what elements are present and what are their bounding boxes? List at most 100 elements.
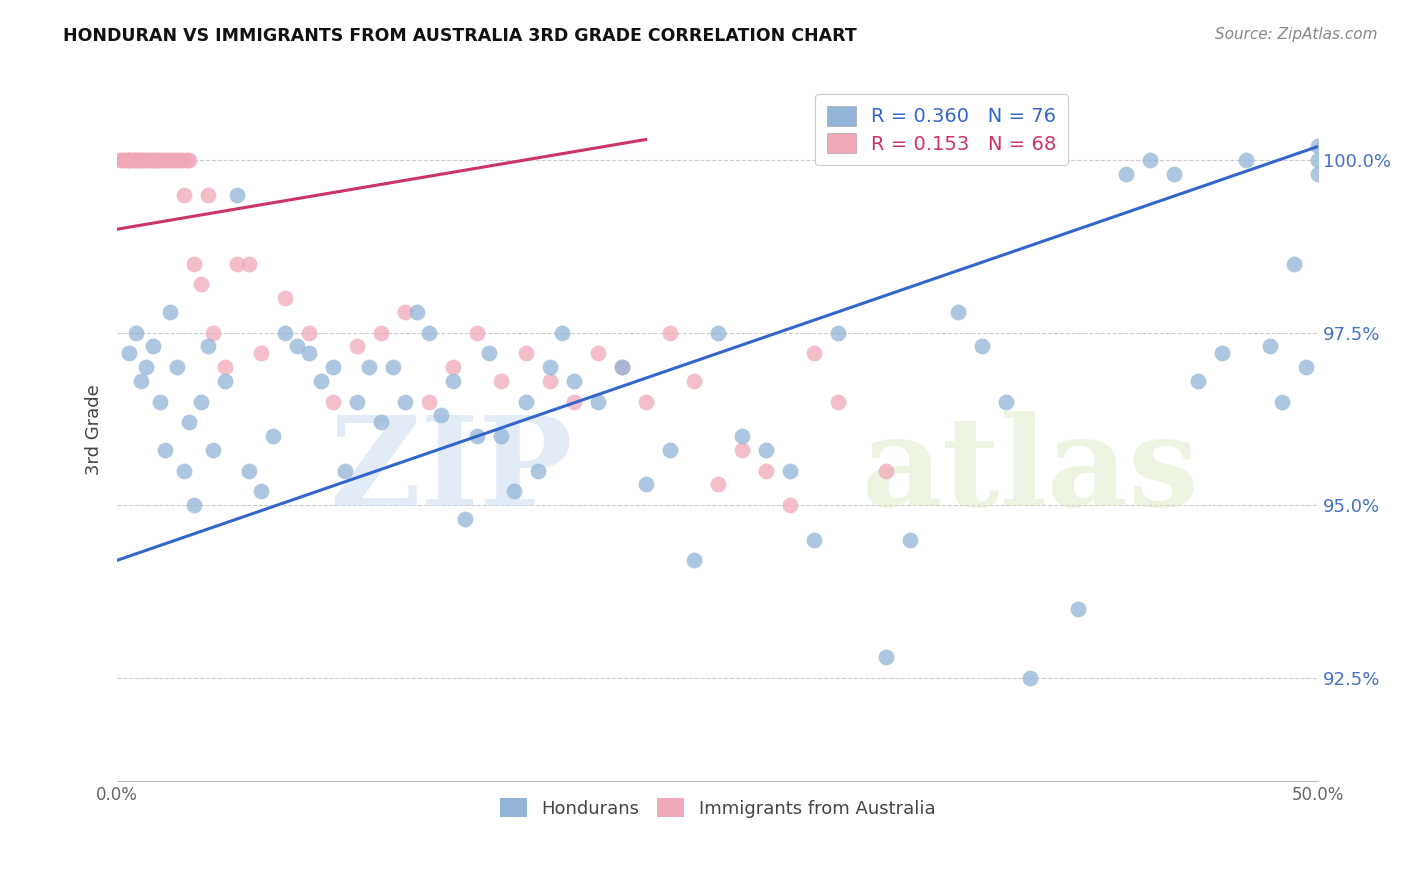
Point bbox=[149, 394, 172, 409]
Point bbox=[152, 153, 174, 168]
Point bbox=[1295, 360, 1317, 375]
Point bbox=[176, 153, 198, 168]
Point bbox=[454, 512, 477, 526]
Point bbox=[129, 153, 152, 168]
Point bbox=[1067, 601, 1090, 615]
Point bbox=[142, 339, 165, 353]
Point bbox=[132, 153, 155, 168]
Point bbox=[682, 553, 704, 567]
Point bbox=[898, 533, 921, 547]
Point bbox=[346, 339, 368, 353]
Text: atlas: atlas bbox=[862, 411, 1199, 532]
Point bbox=[139, 153, 162, 168]
Point bbox=[491, 374, 513, 388]
Point bbox=[586, 346, 609, 360]
Point bbox=[135, 360, 157, 375]
Point bbox=[394, 394, 416, 409]
Point bbox=[190, 277, 212, 292]
Point bbox=[298, 346, 321, 360]
Point bbox=[285, 339, 308, 353]
Point bbox=[202, 442, 225, 457]
Point bbox=[111, 153, 134, 168]
Y-axis label: 3rd Grade: 3rd Grade bbox=[86, 384, 103, 475]
Point bbox=[359, 360, 381, 375]
Point bbox=[1139, 153, 1161, 168]
Point bbox=[115, 153, 138, 168]
Point bbox=[562, 394, 585, 409]
Point bbox=[610, 360, 633, 375]
Point bbox=[526, 464, 548, 478]
Point bbox=[418, 394, 440, 409]
Point bbox=[121, 153, 143, 168]
Point bbox=[238, 257, 260, 271]
Point bbox=[226, 187, 249, 202]
Point bbox=[658, 442, 681, 457]
Point bbox=[491, 429, 513, 443]
Point bbox=[298, 326, 321, 340]
Point bbox=[173, 187, 195, 202]
Point bbox=[262, 429, 284, 443]
Point bbox=[146, 153, 169, 168]
Point bbox=[125, 326, 148, 340]
Point bbox=[138, 153, 160, 168]
Point bbox=[502, 484, 524, 499]
Point bbox=[779, 464, 801, 478]
Point bbox=[1258, 339, 1281, 353]
Point bbox=[118, 153, 141, 168]
Point bbox=[159, 305, 181, 319]
Point bbox=[382, 360, 405, 375]
Text: ZIP: ZIP bbox=[330, 411, 574, 532]
Point bbox=[159, 153, 181, 168]
Point bbox=[179, 415, 201, 429]
Point bbox=[443, 360, 465, 375]
Text: HONDURAN VS IMMIGRANTS FROM AUSTRALIA 3RD GRADE CORRELATION CHART: HONDURAN VS IMMIGRANTS FROM AUSTRALIA 3R… bbox=[63, 27, 858, 45]
Point bbox=[214, 360, 236, 375]
Point bbox=[142, 153, 165, 168]
Point bbox=[1308, 167, 1330, 181]
Point bbox=[803, 533, 825, 547]
Point bbox=[169, 153, 191, 168]
Point bbox=[166, 360, 188, 375]
Point bbox=[731, 442, 754, 457]
Point bbox=[1115, 167, 1137, 181]
Point bbox=[827, 394, 849, 409]
Point bbox=[274, 326, 297, 340]
Point bbox=[183, 257, 205, 271]
Point bbox=[550, 326, 572, 340]
Point bbox=[731, 429, 754, 443]
Point bbox=[538, 360, 561, 375]
Point bbox=[346, 394, 368, 409]
Point bbox=[238, 464, 260, 478]
Point bbox=[190, 394, 212, 409]
Point bbox=[214, 374, 236, 388]
Point bbox=[163, 153, 186, 168]
Point bbox=[311, 374, 333, 388]
Point bbox=[166, 153, 188, 168]
Point bbox=[108, 153, 131, 168]
Point bbox=[129, 153, 152, 168]
Point bbox=[155, 153, 177, 168]
Point bbox=[1282, 257, 1305, 271]
Point bbox=[142, 153, 165, 168]
Point bbox=[1308, 153, 1330, 168]
Point bbox=[125, 153, 148, 168]
Point bbox=[250, 484, 273, 499]
Point bbox=[1271, 394, 1294, 409]
Point bbox=[682, 374, 704, 388]
Point bbox=[156, 153, 179, 168]
Point bbox=[658, 326, 681, 340]
Point bbox=[322, 360, 344, 375]
Point bbox=[226, 257, 249, 271]
Point bbox=[634, 394, 657, 409]
Point bbox=[1187, 374, 1209, 388]
Point bbox=[197, 339, 219, 353]
Point bbox=[970, 339, 993, 353]
Point bbox=[135, 153, 157, 168]
Point bbox=[274, 291, 297, 305]
Point bbox=[478, 346, 501, 360]
Point bbox=[250, 346, 273, 360]
Point bbox=[149, 153, 172, 168]
Point bbox=[706, 477, 728, 491]
Point bbox=[197, 187, 219, 202]
Point bbox=[118, 346, 141, 360]
